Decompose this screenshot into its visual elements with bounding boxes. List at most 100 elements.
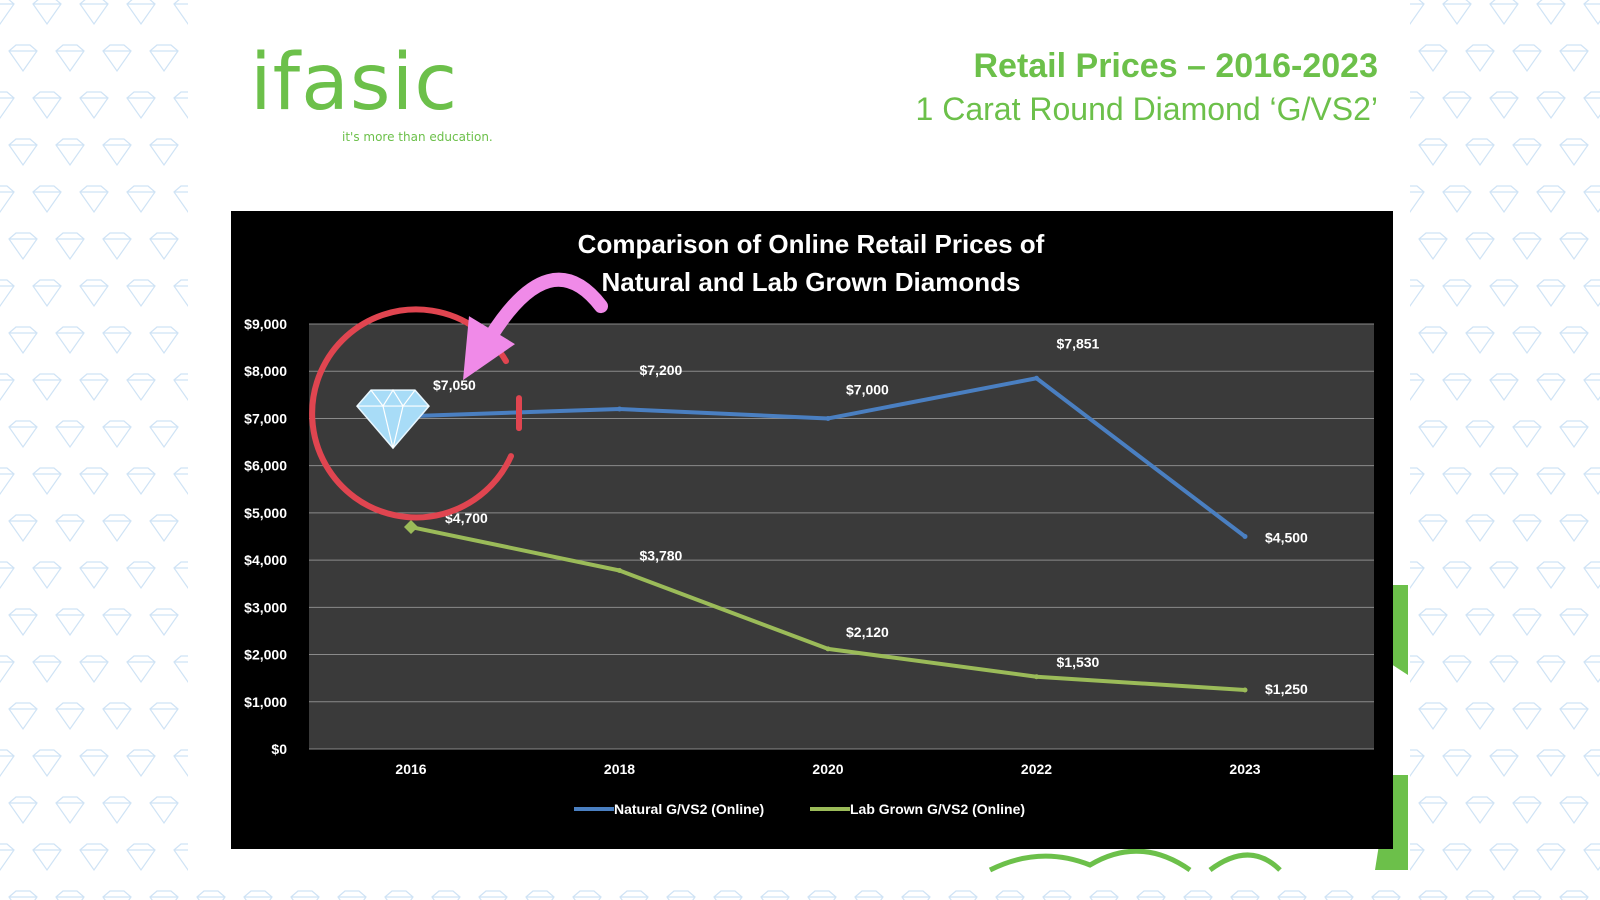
data-label: $4,500 (1265, 530, 1308, 546)
pattern-diamond-icon (55, 326, 85, 355)
pattern-diamond-icon (1418, 702, 1448, 731)
pattern-diamond-icon (1489, 655, 1519, 684)
data-point (825, 646, 831, 652)
pattern-diamond-icon (1512, 326, 1542, 355)
pattern-diamond-icon (619, 890, 649, 900)
pattern-diamond-icon (1536, 91, 1566, 120)
pattern-diamond-icon (1512, 420, 1542, 449)
pattern-diamond-icon (149, 514, 179, 543)
chart-title-line-1: Comparison of Online Retail Prices of (578, 229, 1045, 259)
data-label: $1,530 (1057, 654, 1100, 670)
pattern-diamond-icon (32, 749, 62, 778)
data-point (1242, 534, 1248, 539)
pattern-diamond-icon (55, 702, 85, 731)
pattern-diamond-icon (1583, 185, 1600, 214)
pattern-diamond-icon (1583, 91, 1600, 120)
pattern-diamond-icon (8, 796, 38, 825)
pattern-diamond-icon (8, 608, 38, 637)
pattern-diamond-icon (1559, 890, 1589, 900)
pattern-diamond-icon (79, 279, 109, 308)
pattern-diamond-icon (0, 561, 15, 590)
pattern-diamond-icon (79, 655, 109, 684)
pattern-diamond-icon (0, 749, 15, 778)
pattern-diamond-icon (1465, 44, 1495, 73)
pattern-diamond-icon (126, 185, 156, 214)
pattern-diamond-icon (1559, 796, 1589, 825)
annotations (309, 272, 608, 521)
pattern-diamond-icon (1465, 608, 1495, 637)
pattern-diamond-icon (8, 514, 38, 543)
pattern-diamond-icon (102, 702, 132, 731)
pattern-diamond-icon (1089, 890, 1119, 900)
gridlines (309, 323, 1374, 750)
data-label: $7,050 (433, 377, 476, 393)
pattern-diamond-icon (1512, 232, 1542, 261)
pattern-diamond-icon (126, 561, 156, 590)
pattern-diamond-icon (1536, 467, 1566, 496)
pattern-diamond-icon (431, 890, 461, 900)
pattern-diamond-icon (1442, 0, 1472, 26)
pattern-diamond-icon (149, 138, 179, 167)
data-label: $2,120 (846, 624, 889, 640)
slide-title: Retail Prices – 2016-2023 (973, 47, 1378, 85)
pattern-diamond-icon (337, 890, 367, 900)
pattern-diamond-icon (1512, 514, 1542, 543)
legend-label: Natural G/VS2 (Online) (614, 801, 764, 817)
pattern-diamond-icon (126, 749, 156, 778)
pattern-diamond-icon (126, 91, 156, 120)
pattern-diamond-icon (1489, 373, 1519, 402)
pattern-diamond-icon (1536, 655, 1566, 684)
pattern-diamond-icon (1583, 561, 1600, 590)
pattern-diamond-icon (1559, 44, 1589, 73)
pattern-diamond-icon (854, 890, 884, 900)
pattern-diamond-icon (1418, 138, 1448, 167)
pattern-diamond-icon (149, 890, 179, 900)
pattern-diamond-icon (149, 796, 179, 825)
pattern-diamond-icon (1489, 91, 1519, 120)
pattern-diamond-icon (1465, 138, 1495, 167)
pattern-diamond-icon (1536, 561, 1566, 590)
pattern-diamond-icon (1230, 890, 1260, 900)
pattern-diamond-icon (79, 91, 109, 120)
pattern-diamond-icon (55, 796, 85, 825)
pattern-diamond-icon (572, 890, 602, 900)
pattern-diamond-icon (196, 890, 226, 900)
pattern-diamond-icon (149, 232, 179, 261)
pattern-diamond-icon (102, 326, 132, 355)
pattern-diamond-icon (32, 91, 62, 120)
pattern-diamond-icon (1042, 890, 1072, 900)
pattern-diamond-icon (1512, 702, 1542, 731)
pattern-diamond-icon (102, 890, 132, 900)
pattern-diamond-icon (1418, 514, 1448, 543)
pattern-diamond-icon (79, 467, 109, 496)
pattern-diamond-icon (1442, 373, 1472, 402)
pattern-diamond-icon (1559, 420, 1589, 449)
pattern-diamond-icon (8, 232, 38, 261)
pattern-diamond-icon (1465, 326, 1495, 355)
pattern-diamond-icon (478, 890, 508, 900)
pattern-diamond-icon (1418, 890, 1448, 900)
pattern-diamond-icon (149, 702, 179, 731)
pattern-diamond-icon (55, 890, 85, 900)
pattern-diamond-icon (0, 843, 15, 872)
pattern-diamond-icon (8, 702, 38, 731)
chart-panel: Comparison of Online Retail Prices of Na… (231, 211, 1393, 849)
pattern-diamond-icon (55, 44, 85, 73)
y-tick-label: $9,000 (244, 316, 287, 332)
pattern-diamond-icon (0, 373, 15, 402)
data-point (617, 568, 622, 573)
pattern-diamond-icon (1418, 232, 1448, 261)
pattern-diamond-icon (1418, 796, 1448, 825)
pattern-diamond-icon (126, 0, 156, 26)
y-tick-label: $6,000 (244, 458, 287, 474)
pink-arrow-icon (463, 272, 608, 381)
pattern-diamond-icon (1583, 373, 1600, 402)
pattern-diamond-icon (1418, 44, 1448, 73)
pattern-diamond-icon (0, 655, 15, 684)
y-tick-label: $0 (271, 741, 287, 757)
data-point (1034, 375, 1039, 381)
pattern-diamond-icon (32, 561, 62, 590)
x-tick-label: 2023 (1229, 761, 1260, 777)
legend-label: Lab Grown G/VS2 (Online) (850, 801, 1025, 817)
pattern-diamond-icon (55, 608, 85, 637)
